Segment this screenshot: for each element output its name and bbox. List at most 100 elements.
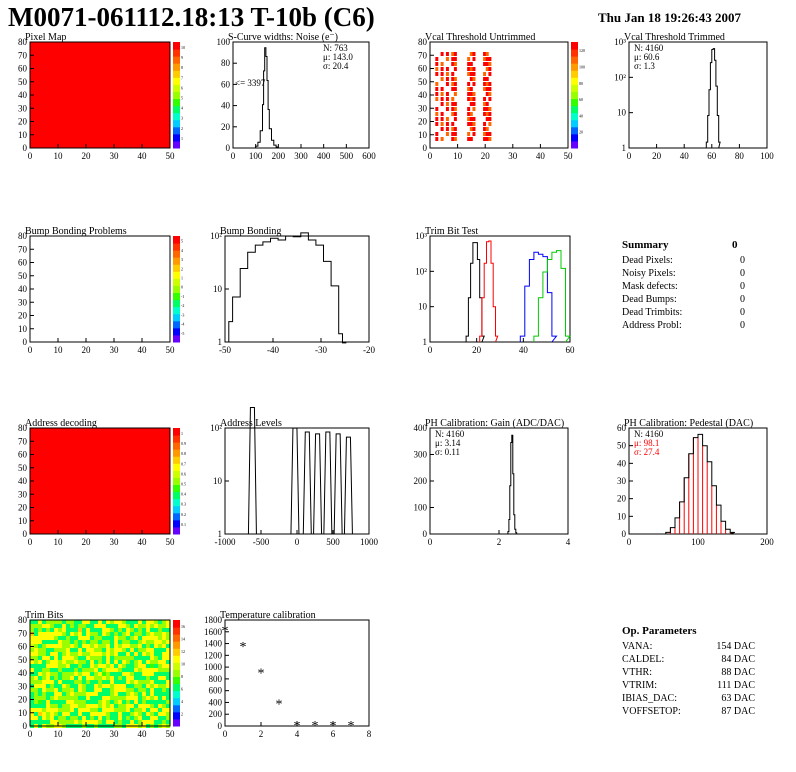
heatmap-cell: [102, 692, 106, 696]
heatmap-cell: [110, 664, 114, 668]
heatmap-cell: [94, 708, 98, 712]
heatmap-cell: [138, 692, 142, 696]
heatmap-cell: [94, 664, 98, 668]
palette-tick-label: -5: [181, 331, 184, 336]
heatmap-cell: [453, 127, 457, 131]
heatmap-cell: [102, 684, 106, 688]
heatmap-cell: [154, 720, 158, 724]
heatmap-cell: [66, 676, 70, 680]
heatmap-cell: [70, 676, 74, 680]
scatter-point: *: [294, 719, 301, 734]
heatmap-cell: [30, 660, 34, 664]
y-tick-label: 80: [221, 58, 231, 68]
heatmap-cell: [106, 704, 110, 708]
heatmap-cell: [453, 112, 457, 116]
heatmap-cell: [158, 660, 162, 664]
heatmap-cell: [70, 688, 74, 692]
heatmap-cell: [138, 696, 142, 700]
palette-swatch: [173, 306, 180, 315]
palette-swatch: [173, 669, 180, 678]
heatmap-cell: [62, 700, 66, 704]
heatmap-cell: [54, 672, 58, 676]
heatmap-cell: [42, 696, 46, 700]
palette-swatch: [173, 257, 180, 265]
heatmap-cell: [110, 720, 114, 724]
heatmap-cell: [42, 640, 46, 644]
heatmap-cell: [130, 712, 134, 716]
heatmap-cell: [46, 692, 50, 696]
heatmap-cell: [62, 628, 66, 632]
heatmap-cell: [86, 636, 90, 640]
heatmap-cell: [86, 700, 90, 704]
heatmap-cell: [54, 644, 58, 648]
x-tick-label: 0: [28, 537, 33, 547]
address-levels-chart: Address Levels -1000 -500 0 500 1000 1 10 10²: [210, 406, 379, 547]
histogram-line: [665, 433, 735, 535]
palette-tick-label: 20: [579, 130, 583, 135]
x-tick-label: 400: [317, 151, 331, 161]
heatmap-cell: [74, 668, 78, 672]
scatter-point: *: [348, 719, 355, 734]
summary-label: Noisy Pixels:: [622, 268, 676, 279]
x-tick-label: -20: [363, 345, 375, 355]
heatmap-cell: [451, 127, 455, 131]
heatmap-cell: [122, 684, 126, 688]
summary-value: 0: [740, 307, 745, 318]
heatmap-cell: [142, 664, 146, 668]
heatmap-cell: [58, 680, 62, 684]
heatmap-cell: [86, 708, 90, 712]
heatmap-cell: [50, 656, 54, 660]
heatmap-cell: [82, 720, 86, 724]
heatmap-cell: [472, 97, 476, 101]
heatmap-cell: [134, 632, 138, 636]
heatmap-cell: [78, 696, 82, 700]
heatmap-cell: [130, 700, 134, 704]
heatmap-cell: [74, 640, 78, 644]
summary-label: Dead Bumps:: [622, 294, 677, 305]
heatmap-cell: [30, 680, 34, 684]
heatmap-cell: [106, 628, 110, 632]
heatmap-cell: [453, 102, 457, 106]
heatmap-cell: [82, 676, 86, 680]
heatmap-cell: [162, 660, 166, 664]
heatmap-cell: [46, 644, 50, 648]
heatmap-cell: [483, 112, 487, 116]
heatmap-cell: [453, 107, 457, 111]
heatmap-cell: [138, 672, 142, 676]
heatmap-cell: [70, 632, 74, 636]
y-tick-label: 80: [418, 37, 428, 47]
heatmap-cell: [62, 632, 66, 636]
heatmap-cell: [162, 708, 166, 712]
heatmap-cell: [126, 660, 130, 664]
heatmap-cell: [102, 680, 106, 684]
heatmap-cell: [58, 664, 62, 668]
heatmap-cell: [118, 704, 122, 708]
heatmap-cell: [30, 648, 34, 652]
heatmap-cell: [46, 708, 50, 712]
palette-swatch: [173, 526, 180, 535]
heatmap-cell: [150, 644, 154, 648]
heatmap-cell: [146, 652, 150, 656]
heatmap-cell: [38, 716, 42, 720]
heatmap-cell: [122, 688, 126, 692]
op-param-label: VANA:: [622, 641, 652, 652]
heatmap-cell: [42, 660, 46, 664]
heatmap-cell: [98, 628, 102, 632]
heatmap-cell: [150, 712, 154, 716]
heatmap-cell: [74, 672, 78, 676]
heatmap-cell: [488, 72, 492, 76]
heatmap-cell: [70, 624, 74, 628]
palette-tick-label: 16: [181, 624, 185, 629]
x-tick-label: 20: [652, 151, 662, 161]
y-tick-label: 70: [18, 436, 28, 446]
stats-line: μ: 60.6: [634, 52, 660, 62]
heatmap-cell: [130, 636, 134, 640]
heatmap-cell: [158, 652, 162, 656]
heatmap-cell: [34, 632, 38, 636]
heatmap-cell: [166, 676, 170, 680]
heatmap-cell: [158, 672, 162, 676]
heatmap-cell: [62, 644, 66, 648]
heatmap-cell: [38, 692, 42, 696]
y-tick-label: 200: [414, 476, 428, 486]
palette-tick-label: 0.7: [181, 461, 186, 466]
